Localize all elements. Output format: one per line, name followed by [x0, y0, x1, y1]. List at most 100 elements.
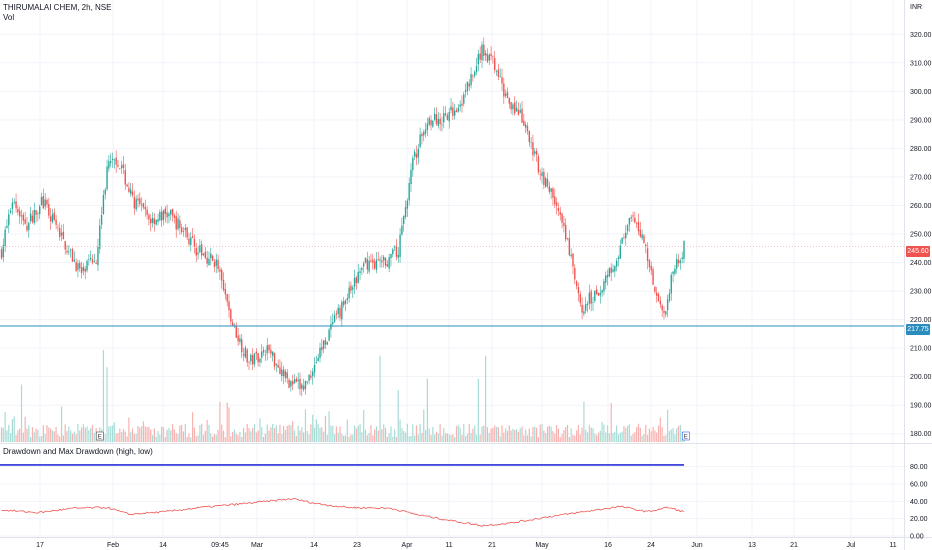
candle[interactable] — [676, 258, 678, 269]
candle[interactable] — [275, 363, 278, 366]
candle[interactable] — [521, 108, 523, 123]
candle[interactable] — [559, 211, 561, 215]
candle[interactable] — [543, 171, 545, 185]
candle[interactable] — [586, 303, 589, 306]
candle[interactable] — [455, 110, 458, 113]
candle[interactable] — [514, 102, 516, 114]
candle[interactable] — [15, 201, 17, 209]
candle[interactable] — [177, 218, 179, 230]
candle[interactable] — [468, 83, 470, 87]
candle[interactable] — [652, 269, 654, 285]
candle[interactable] — [312, 371, 314, 377]
candle[interactable] — [408, 183, 410, 201]
candle[interactable] — [332, 321, 334, 324]
candle[interactable] — [213, 261, 216, 267]
candle[interactable] — [11, 202, 14, 209]
candle[interactable] — [537, 156, 540, 173]
candle[interactable] — [6, 225, 8, 228]
candle[interactable] — [315, 362, 318, 364]
candle[interactable] — [241, 339, 243, 353]
candle[interactable] — [641, 234, 643, 239]
candle[interactable] — [304, 381, 307, 389]
candle[interactable] — [86, 261, 88, 271]
candle[interactable] — [17, 208, 19, 213]
candle[interactable] — [310, 375, 312, 378]
candle[interactable] — [530, 142, 532, 143]
candle[interactable] — [75, 261, 77, 272]
candle[interactable] — [259, 358, 261, 363]
candle[interactable] — [581, 304, 583, 313]
candle[interactable] — [29, 213, 32, 222]
candle[interactable] — [222, 279, 225, 291]
candle[interactable] — [605, 275, 607, 283]
candle[interactable] — [208, 258, 210, 266]
candle[interactable] — [244, 347, 247, 358]
candle[interactable] — [443, 113, 445, 123]
candle[interactable] — [150, 218, 152, 224]
candle[interactable] — [575, 281, 578, 287]
candle[interactable] — [40, 196, 43, 206]
candle[interactable] — [159, 212, 161, 221]
candle[interactable] — [168, 213, 170, 217]
candle[interactable] — [73, 259, 75, 262]
candle[interactable] — [88, 259, 90, 261]
candle[interactable] — [517, 109, 520, 115]
candle[interactable] — [670, 274, 672, 294]
candle[interactable] — [464, 90, 467, 93]
candle[interactable] — [632, 215, 634, 217]
candle[interactable] — [297, 379, 299, 382]
candle[interactable] — [77, 263, 79, 270]
candle[interactable] — [417, 149, 419, 158]
candle[interactable] — [135, 199, 137, 210]
candle[interactable] — [313, 364, 316, 373]
symbol-legend[interactable]: THIRUMALAI CHEM, 2h, NSE — [3, 3, 112, 12]
candle[interactable] — [677, 259, 680, 264]
candle[interactable] — [552, 188, 554, 198]
candle[interactable] — [486, 54, 489, 62]
candle[interactable] — [362, 263, 365, 267]
candle[interactable] — [608, 268, 611, 277]
candle[interactable] — [668, 293, 671, 301]
candle[interactable] — [393, 246, 396, 248]
candle[interactable] — [344, 300, 347, 304]
candle[interactable] — [410, 169, 412, 185]
candle[interactable] — [337, 307, 339, 315]
candle[interactable] — [204, 251, 207, 259]
candle[interactable] — [317, 357, 319, 362]
candle[interactable] — [321, 347, 323, 351]
candle[interactable] — [477, 53, 480, 65]
candle[interactable] — [326, 342, 328, 345]
candle[interactable] — [548, 186, 551, 192]
candle[interactable] — [672, 271, 674, 274]
candle[interactable] — [368, 260, 370, 272]
candle[interactable] — [108, 161, 110, 169]
candle[interactable] — [128, 187, 130, 192]
candle[interactable] — [324, 339, 327, 345]
candle[interactable] — [503, 83, 505, 97]
candle[interactable] — [550, 188, 552, 192]
candle[interactable] — [379, 259, 381, 261]
candle[interactable] — [69, 249, 72, 251]
candle[interactable] — [561, 213, 563, 223]
event-marker[interactable] — [95, 431, 104, 441]
candle[interactable] — [523, 120, 525, 126]
candle[interactable] — [235, 325, 237, 338]
candle[interactable] — [251, 355, 254, 365]
candle[interactable] — [630, 217, 632, 219]
candle[interactable] — [626, 224, 629, 232]
candle[interactable] — [133, 196, 136, 209]
candle[interactable] — [426, 123, 429, 131]
candle[interactable] — [656, 292, 658, 296]
candle[interactable] — [253, 353, 256, 365]
candle[interactable] — [142, 203, 145, 208]
candle[interactable] — [355, 277, 358, 284]
candle[interactable] — [645, 244, 647, 247]
candle[interactable] — [64, 240, 66, 250]
candle[interactable] — [479, 53, 481, 60]
candle[interactable] — [483, 44, 485, 56]
candle[interactable] — [126, 184, 128, 187]
candle[interactable] — [264, 354, 267, 356]
candle[interactable] — [490, 53, 492, 56]
candle[interactable] — [33, 209, 35, 223]
candle[interactable] — [91, 259, 94, 263]
